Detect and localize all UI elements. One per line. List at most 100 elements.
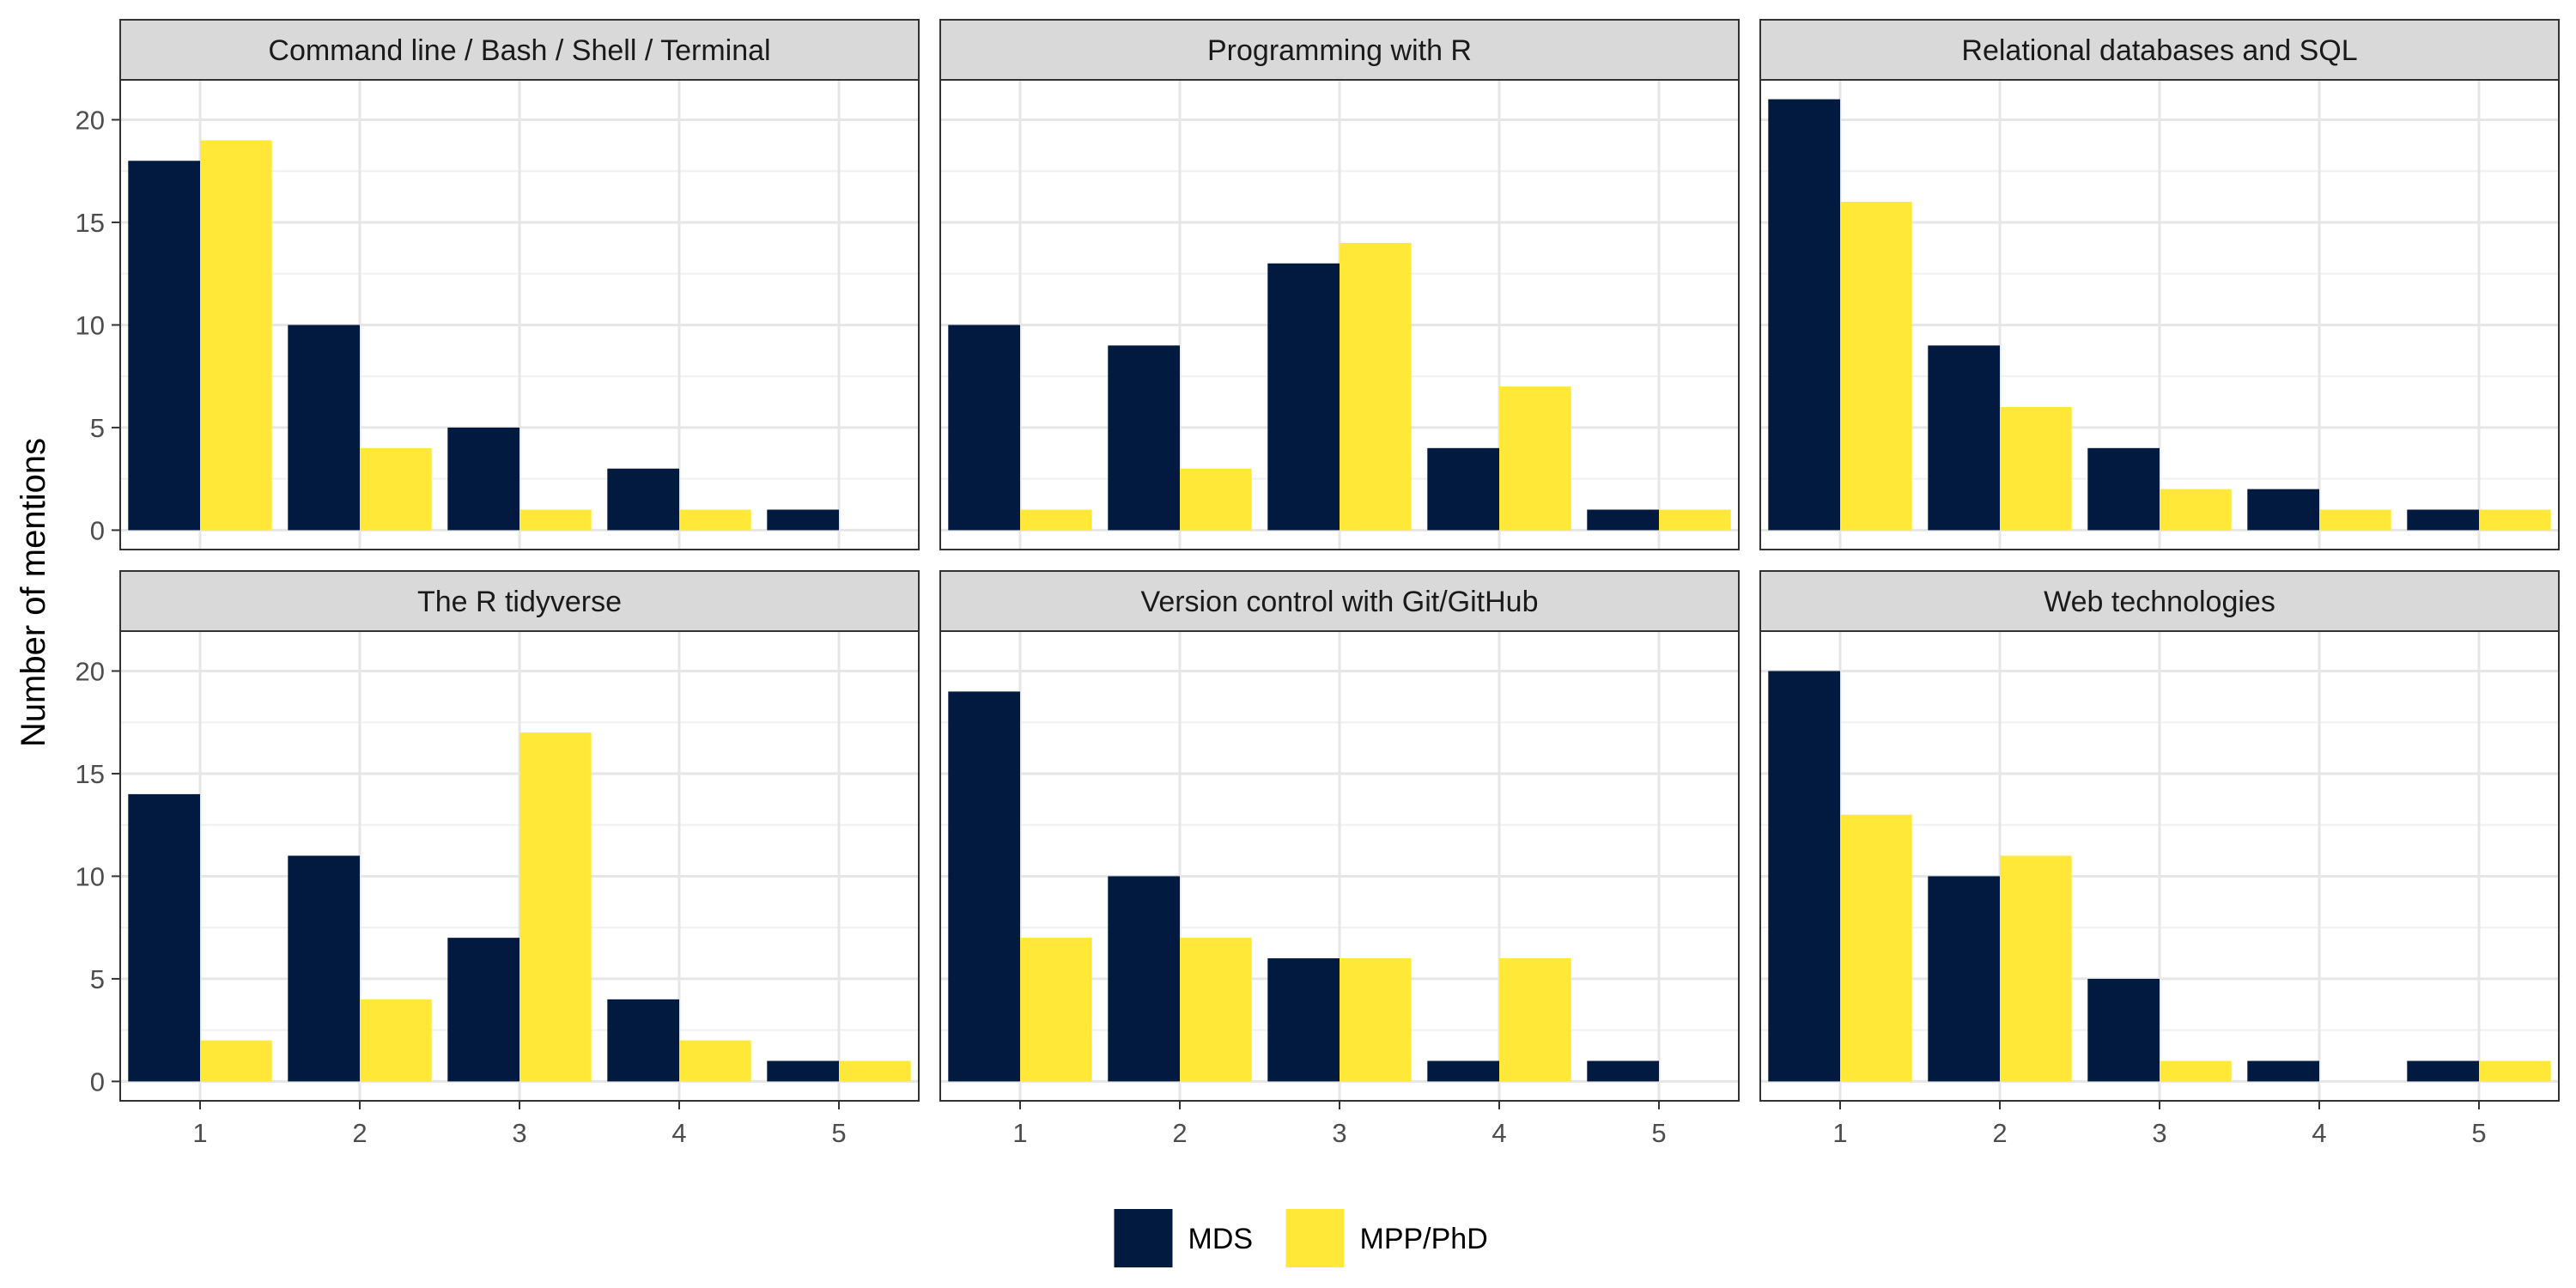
bar-mds xyxy=(2247,489,2319,531)
y-tick-label: 0 xyxy=(90,1066,105,1097)
y-tick-label: 10 xyxy=(76,310,105,340)
bar-mpp-phd xyxy=(1499,386,1571,531)
x-tick-label: 5 xyxy=(831,1118,846,1148)
facet-title: Web technologies xyxy=(2044,586,2275,618)
y-tick-label: 10 xyxy=(76,861,105,891)
bar-mds xyxy=(1267,263,1340,531)
bar-mds xyxy=(1928,345,2000,531)
y-axis-title: Number of mentions xyxy=(15,438,52,747)
bar-mds xyxy=(2247,1060,2319,1082)
bar-mpp-phd xyxy=(360,447,432,531)
bar-mds xyxy=(1587,509,1659,531)
facet-strip xyxy=(119,19,920,81)
bar-mds xyxy=(1427,1060,1499,1082)
bar-mpp-phd xyxy=(679,1040,751,1082)
bar-mpp-phd xyxy=(1340,958,1412,1082)
y-tick-label: 5 xyxy=(90,413,105,443)
x-tick-label: 3 xyxy=(1332,1118,1346,1148)
x-tick-label: 4 xyxy=(671,1118,686,1148)
x-tick-label: 2 xyxy=(1172,1118,1187,1148)
x-tick-label: 1 xyxy=(1012,1118,1027,1148)
bar-mpp-phd xyxy=(2160,489,2232,531)
facet-panel: Version control with Git/GitHub 1 2 3 4 5 xyxy=(939,570,1740,1148)
bar-mpp-phd xyxy=(200,140,272,531)
bar-mds xyxy=(1267,958,1340,1082)
x-tick-label: 3 xyxy=(512,1118,526,1148)
bar-mpp-phd xyxy=(2479,1060,2551,1082)
bar-mds xyxy=(2087,447,2160,531)
facet-panels: Command line / Bash / Shell / Terminal 0 5… xyxy=(76,19,2560,1148)
bar-mpp-phd xyxy=(2000,855,2072,1082)
y-tick-label: 15 xyxy=(76,208,105,238)
bar-mpp-phd xyxy=(1180,938,1252,1082)
bar-mpp-phd xyxy=(360,999,432,1082)
legend: MDS MPP/PhD xyxy=(1114,1209,1488,1267)
y-tick-label: 15 xyxy=(76,759,105,789)
facet-panel: The R tidyverse 0 5 10 15 20 1 2 3 4 5 xyxy=(76,570,920,1148)
bar-mds xyxy=(1108,345,1180,531)
facet-panel: Command line / Bash / Shell / Terminal 0 5… xyxy=(76,19,920,550)
x-tick-label: 3 xyxy=(2152,1118,2166,1148)
facet-strip xyxy=(1759,570,2560,632)
x-tick-label: 4 xyxy=(2312,1118,2326,1148)
bar-mds xyxy=(447,938,519,1082)
bar-mds xyxy=(288,855,360,1082)
facet-strip xyxy=(939,570,1740,632)
bar-mds xyxy=(767,1060,839,1082)
bar-mpp-phd xyxy=(1840,202,1912,531)
bar-mds xyxy=(1768,671,1840,1082)
bar-mds xyxy=(2407,1060,2479,1082)
x-tick-label: 5 xyxy=(2471,1118,2486,1148)
bar-mds xyxy=(288,325,360,531)
facet-title: The R tidyverse xyxy=(417,586,622,618)
bar-mpp-phd xyxy=(200,1040,272,1082)
bar-mpp-phd xyxy=(2319,509,2391,531)
facet-panel: Relational databases and SQL xyxy=(1759,19,2560,550)
bar-mpp-phd xyxy=(679,509,751,531)
bar-mpp-phd xyxy=(839,1060,911,1082)
bar-mpp-phd xyxy=(1020,509,1092,531)
x-tick-label: 2 xyxy=(1992,1118,2007,1148)
bar-mpp-phd xyxy=(519,732,592,1082)
facet-panel: Programming with R xyxy=(939,19,1740,550)
bar-mds xyxy=(607,468,679,531)
facet-title: Programming with R xyxy=(1207,34,1472,67)
legend-key-mpp-phd xyxy=(1285,1209,1345,1267)
bar-mds xyxy=(948,325,1020,531)
bar-mds xyxy=(767,509,839,531)
facet-panel: Web technologies 1 2 3 4 5 xyxy=(1759,570,2560,1148)
x-tick-label: 1 xyxy=(1832,1118,1847,1148)
bar-mds xyxy=(607,999,679,1082)
bar-mpp-phd xyxy=(1499,958,1571,1082)
bar-mds xyxy=(447,427,519,531)
y-tick-label: 20 xyxy=(76,656,105,686)
facet-title: Command line / Bash / Shell / Terminal xyxy=(268,34,770,67)
facet-title: Version control with Git/GitHub xyxy=(1141,586,1539,618)
y-tick-label: 5 xyxy=(90,964,105,994)
legend-label: MDS xyxy=(1188,1223,1254,1255)
bar-mds xyxy=(128,793,200,1082)
facet-strip xyxy=(119,570,920,632)
bar-mpp-phd xyxy=(1659,509,1731,531)
y-tick-label: 0 xyxy=(90,515,105,545)
bar-mds xyxy=(1108,876,1180,1082)
facet-title: Relational databases and SQL xyxy=(1961,34,2357,67)
facet-strip xyxy=(1759,19,2560,81)
bar-mds xyxy=(1427,447,1499,531)
bar-mpp-phd xyxy=(2160,1060,2232,1082)
bar-mds xyxy=(948,691,1020,1082)
facet-strip xyxy=(939,19,1740,81)
bar-mpp-phd xyxy=(2479,509,2551,531)
y-tick-label: 20 xyxy=(76,105,105,135)
bar-mds xyxy=(1768,99,1840,531)
bar-mpp-phd xyxy=(1020,938,1092,1082)
bar-mpp-phd xyxy=(519,509,592,531)
bar-mds xyxy=(128,161,200,531)
legend-key-mds xyxy=(1114,1209,1173,1267)
legend-label: MPP/PhD xyxy=(1360,1223,1488,1255)
bar-mpp-phd xyxy=(1340,242,1412,531)
x-tick-label: 5 xyxy=(1651,1118,1666,1148)
bar-mds xyxy=(1928,876,2000,1082)
bar-mpp-phd xyxy=(2000,407,2072,531)
